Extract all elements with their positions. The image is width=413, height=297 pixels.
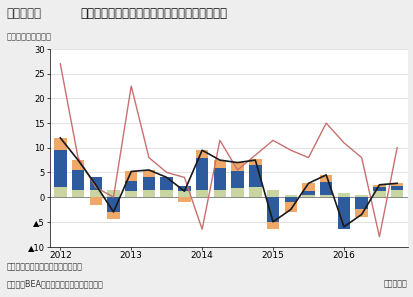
Bar <box>231 188 243 197</box>
Bar <box>160 190 173 197</box>
Bar <box>372 187 385 191</box>
Bar <box>54 150 66 187</box>
Bar <box>107 190 119 197</box>
Bar <box>125 191 137 197</box>
Bar <box>266 190 279 197</box>
Bar <box>266 222 279 229</box>
Bar <box>72 170 84 190</box>
Bar <box>284 197 296 202</box>
Bar <box>89 190 102 197</box>
Bar <box>160 177 173 190</box>
Bar <box>178 186 190 191</box>
Bar <box>231 162 243 171</box>
Bar <box>195 150 208 158</box>
Bar <box>142 190 155 197</box>
Bar <box>390 186 402 190</box>
Bar <box>195 158 208 190</box>
Bar <box>249 159 261 165</box>
Bar <box>355 195 367 197</box>
Bar <box>390 183 402 186</box>
Bar <box>54 138 66 150</box>
Bar <box>213 168 225 190</box>
Bar <box>284 202 296 212</box>
Bar <box>142 170 155 177</box>
Bar <box>178 191 190 197</box>
Text: （図表５）: （図表５） <box>6 7 41 20</box>
Bar <box>178 197 190 202</box>
Bar <box>72 160 84 170</box>
Bar <box>213 190 225 197</box>
Text: 米国の実質設備投資（寄与度）と実質住宅投資: 米国の実質設備投資（寄与度）と実質住宅投資 <box>81 7 227 20</box>
Bar <box>301 195 314 197</box>
Bar <box>142 177 155 190</box>
Bar <box>107 197 119 212</box>
Bar <box>54 187 66 197</box>
Bar <box>89 177 102 190</box>
Text: （資料）BEAよりニッセイ基礎研究所作成: （資料）BEAよりニッセイ基礎研究所作成 <box>6 279 103 288</box>
Bar <box>231 171 243 188</box>
Bar <box>372 191 385 197</box>
Bar <box>319 182 332 195</box>
Bar <box>249 165 261 187</box>
Bar <box>249 187 261 197</box>
Bar <box>319 195 332 197</box>
Text: （前期比年率、％）: （前期比年率、％） <box>6 33 51 42</box>
Bar <box>266 197 279 222</box>
Bar <box>355 197 367 209</box>
Bar <box>301 191 314 195</box>
Bar <box>125 181 137 191</box>
Bar <box>195 190 208 197</box>
Bar <box>89 197 102 205</box>
Text: （四半期）: （四半期） <box>383 279 407 288</box>
Bar <box>301 183 314 191</box>
Bar <box>72 190 84 197</box>
Bar <box>213 160 225 168</box>
Bar <box>372 185 385 187</box>
Bar <box>337 193 349 197</box>
Bar <box>125 171 137 181</box>
Bar <box>107 212 119 219</box>
Bar <box>355 209 367 217</box>
Text: （注）季節調整済系列の前期比年率: （注）季節調整済系列の前期比年率 <box>6 263 82 272</box>
Bar <box>390 190 402 197</box>
Bar <box>319 175 332 182</box>
Bar <box>337 197 349 229</box>
Bar <box>284 195 296 197</box>
